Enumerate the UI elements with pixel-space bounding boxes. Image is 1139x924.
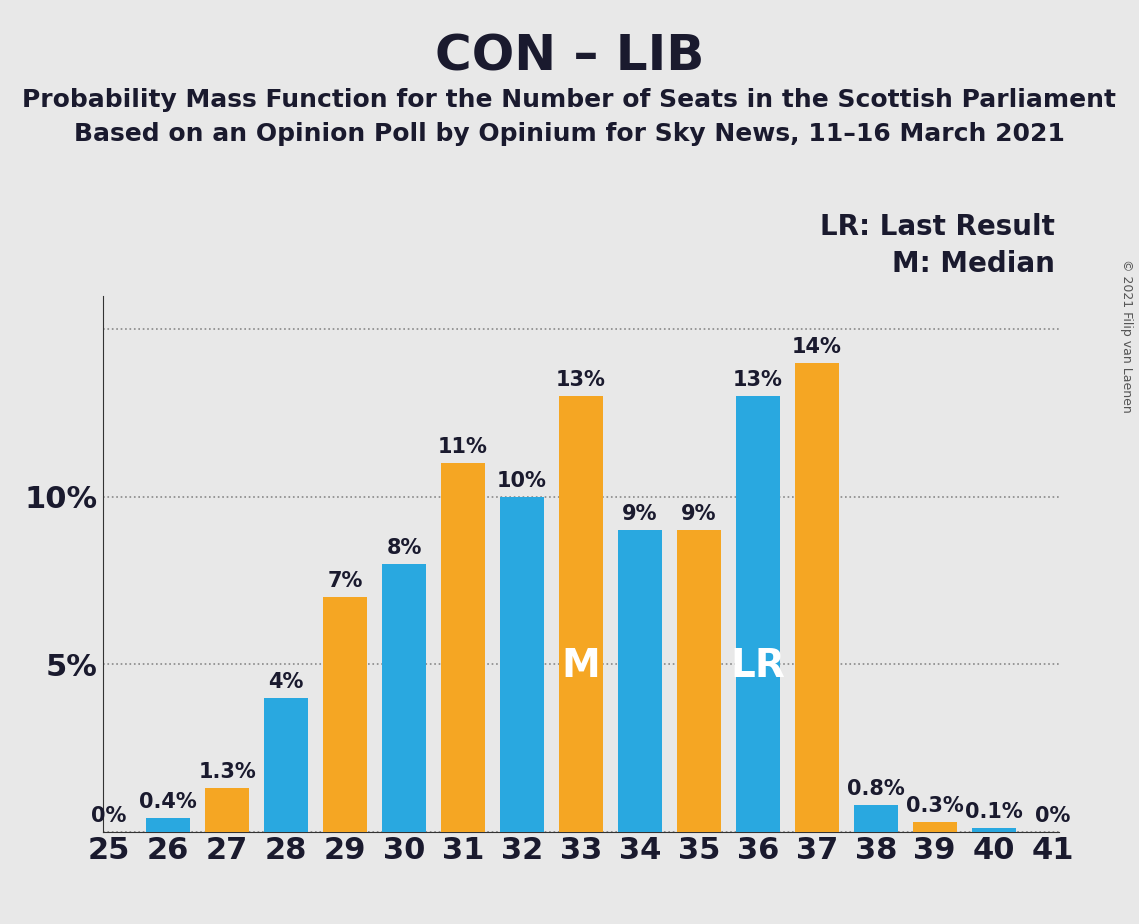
Bar <box>382 564 426 832</box>
Text: Probability Mass Function for the Number of Seats in the Scottish Parliament: Probability Mass Function for the Number… <box>23 88 1116 112</box>
Bar <box>677 530 721 832</box>
Text: 8%: 8% <box>386 538 421 557</box>
Text: 1.3%: 1.3% <box>198 762 256 782</box>
Bar <box>441 463 485 832</box>
Text: 0%: 0% <box>1035 806 1071 825</box>
Text: 9%: 9% <box>622 505 657 524</box>
Bar <box>146 819 190 832</box>
Bar <box>617 530 662 832</box>
Text: M: Median: M: Median <box>892 250 1055 278</box>
Text: LR: LR <box>730 647 785 685</box>
Text: 0.8%: 0.8% <box>847 779 904 798</box>
Text: 0%: 0% <box>91 806 126 825</box>
Text: 10%: 10% <box>497 470 547 491</box>
Text: 0.1%: 0.1% <box>965 802 1023 822</box>
Bar <box>264 698 309 832</box>
Text: 13%: 13% <box>556 371 606 390</box>
Text: 14%: 14% <box>792 336 842 357</box>
Text: LR: Last Result: LR: Last Result <box>820 213 1055 240</box>
Text: 0.3%: 0.3% <box>906 796 964 816</box>
Text: Based on an Opinion Poll by Opinium for Sky News, 11–16 March 2021: Based on an Opinion Poll by Opinium for … <box>74 122 1065 146</box>
Text: 13%: 13% <box>732 371 782 390</box>
Text: 4%: 4% <box>269 672 304 691</box>
Text: M: M <box>562 647 600 685</box>
Bar <box>322 597 367 832</box>
Text: CON – LIB: CON – LIB <box>435 32 704 80</box>
Bar <box>912 821 957 832</box>
Text: 9%: 9% <box>681 505 716 524</box>
Text: 0.4%: 0.4% <box>139 792 197 812</box>
Text: 7%: 7% <box>327 571 362 591</box>
Text: © 2021 Filip van Laenen: © 2021 Filip van Laenen <box>1121 259 1133 412</box>
Bar <box>559 396 603 832</box>
Bar <box>205 788 249 832</box>
Bar <box>853 805 898 832</box>
Bar <box>972 828 1016 832</box>
Bar <box>795 363 839 832</box>
Text: 11%: 11% <box>439 437 487 457</box>
Bar <box>500 497 544 832</box>
Bar <box>736 396 780 832</box>
